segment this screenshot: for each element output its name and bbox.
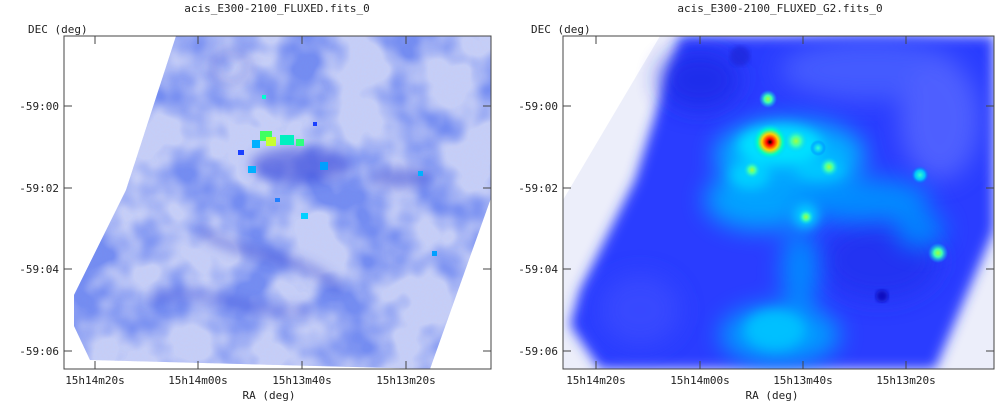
ytick-label: -59:02 bbox=[19, 182, 59, 195]
ylabel-left: DEC (deg) bbox=[28, 23, 88, 36]
image-right bbox=[563, 36, 994, 369]
frame-left bbox=[63, 35, 492, 370]
ytick-label: -59:00 bbox=[518, 100, 558, 113]
xtick-label: 15h14m00s bbox=[670, 374, 730, 387]
panel-right-title: acis_E300-2100_FLUXED_G2.fits_0 bbox=[677, 2, 882, 15]
xtick-label: 15h13m40s bbox=[773, 374, 833, 387]
ylabel-right: DEC (deg) bbox=[531, 23, 591, 36]
ytick-label: -59:04 bbox=[518, 263, 558, 276]
panel-right: acis_E300-2100_FLUXED_G2.fits_0 bbox=[518, 2, 995, 402]
xlabel-left: RA (deg) bbox=[243, 389, 296, 402]
frame-right bbox=[562, 35, 995, 370]
ytick-label: -59:02 bbox=[518, 182, 558, 195]
ytick-label: -59:06 bbox=[518, 345, 558, 358]
xtick-label: 15h14m00s bbox=[168, 374, 228, 387]
panel-left: acis_E300-2100_FLUXED.fits_0 bbox=[19, 2, 492, 402]
xlabel-right: RA (deg) bbox=[746, 389, 799, 402]
xtick-label: 15h14m20s bbox=[566, 374, 626, 387]
ytick-label: -59:04 bbox=[19, 263, 59, 276]
xtick-label: 15h14m20s bbox=[65, 374, 125, 387]
xtick-label: 15h13m20s bbox=[876, 374, 936, 387]
image-left bbox=[64, 36, 491, 369]
ytick-label: -59:00 bbox=[19, 100, 59, 113]
xtick-label: 15h13m20s bbox=[376, 374, 436, 387]
panel-left-title: acis_E300-2100_FLUXED.fits_0 bbox=[184, 2, 369, 15]
xtick-label: 15h13m40s bbox=[272, 374, 332, 387]
ytick-label: -59:06 bbox=[19, 345, 59, 358]
